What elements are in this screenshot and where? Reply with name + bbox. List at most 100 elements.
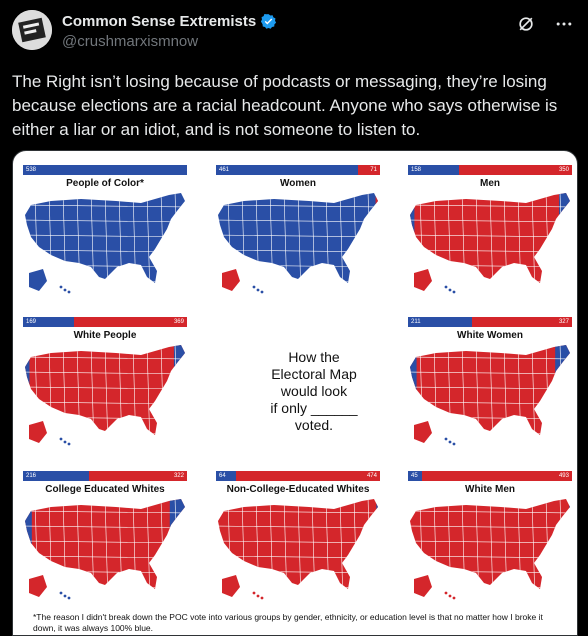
state-border-line [218, 204, 378, 208]
state-border-line [406, 295, 574, 297]
panel-title: People of Color* [66, 178, 144, 189]
democratic-votes-label: 169 [26, 319, 37, 325]
alaska-shape [414, 421, 432, 443]
hawaii-island [67, 290, 71, 294]
northeast-region [375, 193, 378, 241]
hawaii-island [252, 591, 256, 595]
hawaii-island [256, 288, 260, 292]
alaska-shape [29, 421, 47, 443]
hawaii-island [444, 437, 448, 441]
state-border-line [218, 540, 378, 544]
electoral-map-panel: 45 493 White Men [400, 461, 577, 611]
democratic-votes-label: 538 [26, 167, 37, 173]
republican-votes-segment: 322 [88, 471, 187, 481]
state-border-line [410, 234, 570, 238]
alaska-shape [222, 575, 240, 597]
electoral-vote-bar: 45 493 [408, 471, 572, 481]
us-electoral-map [21, 499, 189, 603]
image-footnote: *The reason I didn't break down the POC … [33, 612, 543, 633]
northeast-region [169, 499, 185, 547]
us-electoral-map [218, 499, 378, 600]
republican-votes-label: 474 [366, 473, 377, 479]
republican-votes-segment: 350 [459, 165, 572, 175]
republican-votes-segment: 71 [358, 165, 380, 175]
democratic-votes-segment: 211 [408, 317, 473, 327]
republican-votes-label: 369 [173, 319, 184, 325]
hawaii-island [452, 290, 456, 294]
more-options-icon[interactable] [554, 14, 574, 34]
democratic-votes-label: 64 [219, 473, 226, 479]
hawaii-island [452, 596, 456, 600]
us-electoral-map [25, 345, 185, 446]
us-electoral-map [25, 193, 185, 294]
state-border-line [218, 510, 378, 514]
state-border-line [214, 295, 382, 297]
republican-votes-label: 322 [173, 473, 184, 479]
hawaii-island [67, 442, 71, 446]
center-caption-line: would look [280, 383, 348, 399]
panel-title: Non-College-Educated Whites [226, 484, 370, 495]
tweet-image[interactable]: 538 People of Color* 461 71 Women 158 350 Men 16… [12, 150, 578, 636]
hawaii-island [444, 285, 448, 289]
state-border-line [410, 219, 570, 223]
electoral-vote-bar: 461 71 [216, 165, 380, 175]
state-border-line [406, 447, 574, 449]
hawaii-island [59, 591, 63, 595]
hawaii-island [67, 596, 71, 600]
state-border-line [25, 386, 185, 390]
electoral-map-panel: 64 474 Non-College-Educated Whites [208, 461, 388, 611]
author-name[interactable]: Common Sense Extremists [62, 13, 257, 30]
us-electoral-map [214, 191, 382, 297]
state-border-line [218, 525, 378, 529]
republican-votes-label: 493 [558, 473, 569, 479]
democratic-votes-segment: 169 [23, 317, 75, 327]
democratic-votes-segment: 158 [408, 165, 459, 175]
west-coast-region [406, 497, 409, 603]
west-coast-region [214, 191, 218, 297]
democratic-votes-segment: 216 [23, 471, 89, 481]
state-border-line [25, 525, 185, 529]
panel-title: College Educated Whites [45, 484, 165, 495]
verified-badge-icon [261, 13, 277, 29]
electoral-map-panel: 216 322 College Educated Whites [15, 461, 195, 611]
democratic-votes-label: 158 [411, 167, 422, 173]
hawaii-island [59, 285, 63, 289]
republican-votes-label: 327 [558, 319, 569, 325]
hawaii-island [444, 591, 448, 595]
electoral-vote-bar: 158 350 [408, 165, 572, 175]
center-caption-line: Electoral Map [271, 366, 357, 382]
hawaii-island [448, 288, 452, 292]
state-border-line [410, 525, 570, 529]
state-border-line [410, 204, 570, 208]
author-handle[interactable]: @crushmarxismnow [62, 33, 199, 50]
tweet-text: The Right isn’t losing because of podcas… [12, 72, 558, 139]
hawaii-island [59, 437, 63, 441]
hawaii-island [252, 285, 256, 289]
hawaii-island [448, 440, 452, 444]
electoral-map-panel: 211 327 White Women [400, 307, 577, 457]
grok-icon[interactable] [516, 14, 536, 34]
panel-title: Men [480, 178, 500, 189]
state-border-line [21, 601, 189, 603]
electoral-map-panel: 461 71 Women [208, 155, 388, 305]
state-border-line [410, 386, 570, 390]
panel-title: White People [73, 330, 137, 341]
electoral-vote-bar: 64 474 [216, 471, 380, 481]
us-electoral-map [406, 345, 574, 449]
electoral-map-panel: 169 369 White People [15, 307, 195, 457]
hawaii-island [63, 594, 67, 598]
democratic-votes-segment: 45 [408, 471, 422, 481]
state-border-line [25, 371, 185, 375]
state-border-line [25, 540, 185, 544]
state-border-line [25, 356, 185, 360]
center-caption-line: voted. [294, 417, 334, 433]
republican-votes-segment: 327 [472, 317, 572, 327]
avatar[interactable] [12, 10, 52, 50]
democratic-votes-label: 216 [26, 473, 37, 479]
electoral-vote-bar: 538 [23, 165, 187, 175]
state-border-line [25, 234, 185, 238]
state-border-line [410, 371, 570, 375]
author-name-row[interactable]: Common Sense Extremists [62, 13, 277, 30]
hawaii-island [63, 440, 67, 444]
democratic-votes-label: 211 [411, 319, 421, 325]
